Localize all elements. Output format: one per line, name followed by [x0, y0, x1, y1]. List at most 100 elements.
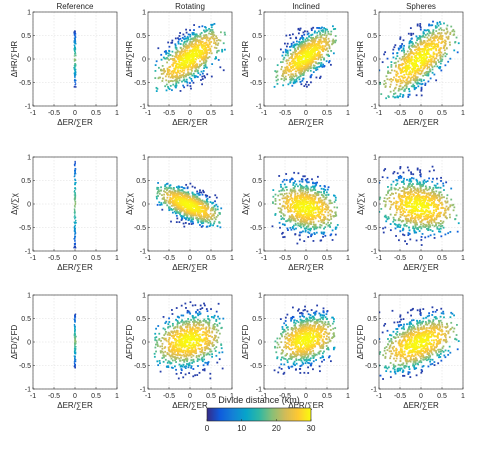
y-tick-label: 0.5: [136, 178, 146, 185]
y-tick-label: 0: [258, 57, 262, 64]
data-point: [156, 203, 159, 206]
x-tick-label: -1: [261, 110, 267, 117]
data-point: [200, 199, 203, 202]
data-point: [305, 220, 308, 223]
data-point: [188, 222, 191, 225]
data-point: [418, 48, 421, 51]
data-point: [297, 212, 299, 214]
data-point: [422, 74, 425, 77]
data-point: [195, 63, 198, 65]
data-point: [321, 194, 324, 197]
data-point: [191, 218, 193, 221]
data-point: [412, 77, 415, 80]
data-point: [192, 40, 195, 42]
data-point: [420, 94, 423, 97]
data-point: [187, 66, 190, 69]
data-point: [167, 200, 170, 203]
data-point: [191, 208, 194, 210]
data-point: [295, 62, 298, 65]
data-point: [402, 227, 405, 230]
data-point: [426, 44, 429, 47]
data-point: [414, 69, 417, 72]
data-point: [319, 184, 322, 187]
data-point: [419, 39, 422, 41]
data-point: [410, 63, 413, 65]
data-point: [456, 51, 459, 54]
data-point: [205, 39, 208, 41]
data-point: [432, 187, 435, 189]
data-point: [393, 62, 396, 64]
data-point: [193, 39, 196, 42]
data-point: [160, 186, 162, 189]
data-point: [287, 204, 290, 207]
data-point: [198, 215, 201, 218]
data-point: [299, 37, 302, 40]
data-point: [312, 55, 314, 58]
data-point: [311, 33, 314, 36]
data-point: [396, 172, 399, 175]
data-point: [214, 218, 217, 221]
x-axis-label: ΔER/∑ER: [288, 118, 324, 127]
data-point: [176, 196, 179, 199]
data-point: [322, 233, 325, 235]
data-point: [422, 56, 425, 59]
data-point: [210, 26, 213, 29]
data-point: [404, 56, 407, 59]
data-point: [74, 162, 76, 164]
data-point: [301, 180, 304, 183]
data-point: [427, 29, 430, 32]
x-tick-label: -1: [261, 255, 267, 262]
data-point: [319, 40, 322, 43]
data-point: [212, 224, 214, 227]
data-point: [74, 175, 76, 177]
data-point: [432, 47, 435, 50]
data-point: [170, 58, 172, 60]
data-point: [400, 88, 403, 91]
data-point: [283, 205, 286, 208]
data-point: [439, 34, 442, 37]
data-point: [186, 196, 189, 199]
data-point: [282, 200, 285, 203]
data-point: [301, 56, 304, 59]
data-point: [197, 200, 200, 203]
data-point: [310, 60, 312, 63]
data-point: [393, 76, 395, 79]
x-tick-label: 0: [73, 255, 77, 262]
data-point: [160, 73, 163, 75]
data-point: [419, 35, 422, 38]
data-point: [390, 69, 393, 72]
data-point: [177, 195, 180, 198]
data-point: [403, 57, 406, 60]
data-point: [296, 210, 299, 213]
data-point: [415, 52, 417, 55]
data-point: [395, 235, 397, 237]
data-point: [300, 58, 303, 61]
data-point: [431, 43, 434, 46]
data-point: [327, 206, 330, 209]
data-point: [438, 61, 440, 63]
data-point: [185, 55, 188, 58]
data-point: [74, 45, 76, 47]
data-point: [289, 226, 292, 229]
data-point: [174, 68, 177, 70]
data-point: [439, 62, 442, 65]
data-point: [213, 38, 215, 41]
data-point: [281, 232, 283, 235]
data-point: [454, 41, 456, 44]
data-point: [184, 193, 187, 195]
data-point: [291, 197, 294, 200]
y-axis-label: Δχ/∑χ: [10, 192, 19, 214]
data-point: [302, 209, 305, 212]
data-point: [208, 38, 211, 41]
data-point: [316, 34, 319, 37]
data-point: [197, 57, 200, 60]
data-point: [182, 62, 185, 65]
data-point: [178, 35, 181, 37]
data-point: [452, 34, 455, 36]
data-point: [167, 187, 170, 190]
data-point: [441, 34, 444, 37]
data-point: [297, 44, 300, 47]
data-point: [295, 207, 298, 210]
data-point: [193, 208, 196, 211]
data-point: [207, 221, 210, 224]
